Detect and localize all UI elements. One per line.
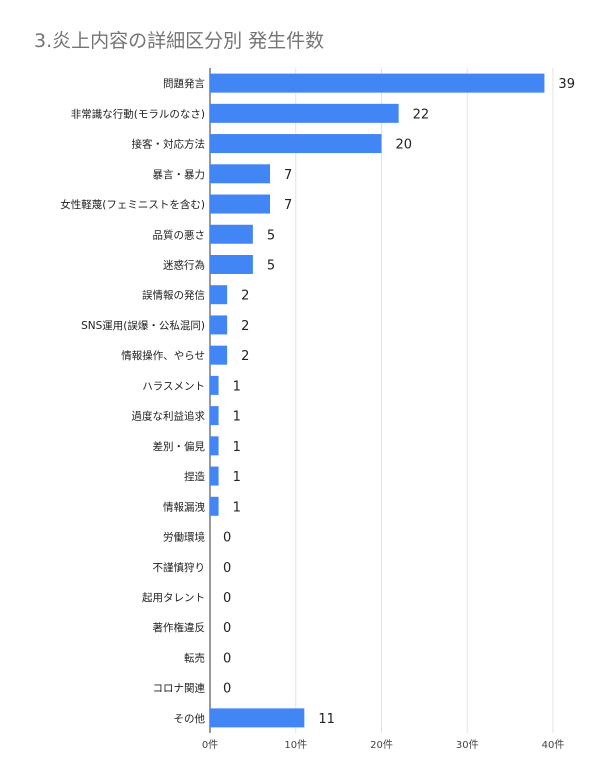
- x-tick-label: 40件: [542, 739, 565, 751]
- data-label: 0: [223, 591, 231, 606]
- category-label: 差別・偏見: [153, 440, 206, 453]
- category-label: 労働環境: [163, 531, 205, 544]
- bar: [210, 285, 228, 305]
- bar: [210, 134, 382, 154]
- data-label: 0: [223, 531, 231, 546]
- category-label: ハラスメント: [142, 380, 205, 392]
- data-label: 7: [284, 198, 292, 213]
- data-label: 5: [267, 258, 275, 273]
- data-label: 5: [267, 228, 275, 243]
- bar: [210, 224, 253, 244]
- category-label: 転売: [184, 651, 205, 664]
- chart-title: 3.炎上内容の詳細区分別 発生件数: [34, 30, 325, 52]
- bar: [210, 345, 228, 365]
- data-label: 1: [233, 500, 241, 515]
- data-label: 2: [241, 319, 249, 334]
- data-label: 11: [318, 712, 335, 727]
- data-label: 39: [558, 77, 575, 92]
- data-label: 20: [396, 138, 413, 153]
- data-label: 0: [223, 651, 231, 666]
- data-label: 0: [223, 561, 231, 576]
- bar: [210, 406, 219, 426]
- category-label: 不謹慎狩り: [153, 561, 206, 574]
- x-tick-label: 30件: [456, 739, 479, 751]
- category-label: 非常識な行動(モラルのなさ): [71, 107, 205, 120]
- bar: [210, 254, 253, 274]
- data-label: 7: [284, 168, 292, 183]
- data-label: 0: [223, 682, 231, 697]
- data-label: 1: [233, 440, 241, 455]
- category-label: 過度な利益追求: [132, 410, 206, 423]
- bar: [210, 103, 399, 123]
- bar: [210, 436, 219, 456]
- data-label: 2: [241, 289, 249, 304]
- bar: [210, 194, 271, 214]
- category-label: 捏造: [184, 470, 205, 483]
- x-tick-label: 0件: [202, 739, 218, 751]
- data-label: 1: [233, 410, 241, 425]
- data-label: 0: [223, 621, 231, 636]
- data-label: 22: [413, 107, 430, 122]
- bar: [210, 708, 305, 728]
- bar: [210, 466, 219, 486]
- category-label: 誤情報の発信: [142, 289, 205, 302]
- bar: [210, 164, 271, 184]
- category-label: 著作権違反: [153, 621, 206, 634]
- category-label: SNS運用(誤爆・公私混同): [81, 319, 205, 332]
- category-label: 問題発言: [163, 77, 205, 90]
- category-label: 情報漏洩: [163, 500, 205, 513]
- category-label: その他: [174, 712, 206, 725]
- data-label: 2: [241, 349, 249, 364]
- category-label: コロナ関連: [153, 682, 206, 695]
- category-label: 女性軽蔑(フェミニストを含む): [60, 198, 205, 211]
- bar: [210, 375, 219, 395]
- category-label: 迷惑行為: [163, 258, 205, 271]
- data-label: 1: [233, 379, 241, 394]
- category-label: 情報操作、やらせ: [121, 349, 205, 362]
- category-label: 品質の悪さ: [153, 228, 206, 241]
- x-tick-label: 10件: [284, 739, 307, 751]
- category-label: 暴言・暴力: [153, 168, 206, 181]
- bar: [210, 73, 545, 93]
- x-tick-label: 20件: [370, 739, 393, 751]
- category-label: 接客・対応方法: [132, 138, 206, 151]
- data-label: 1: [233, 470, 241, 485]
- bar: [210, 496, 219, 516]
- category-label: 起用タレント: [142, 592, 205, 604]
- bar: [210, 315, 228, 335]
